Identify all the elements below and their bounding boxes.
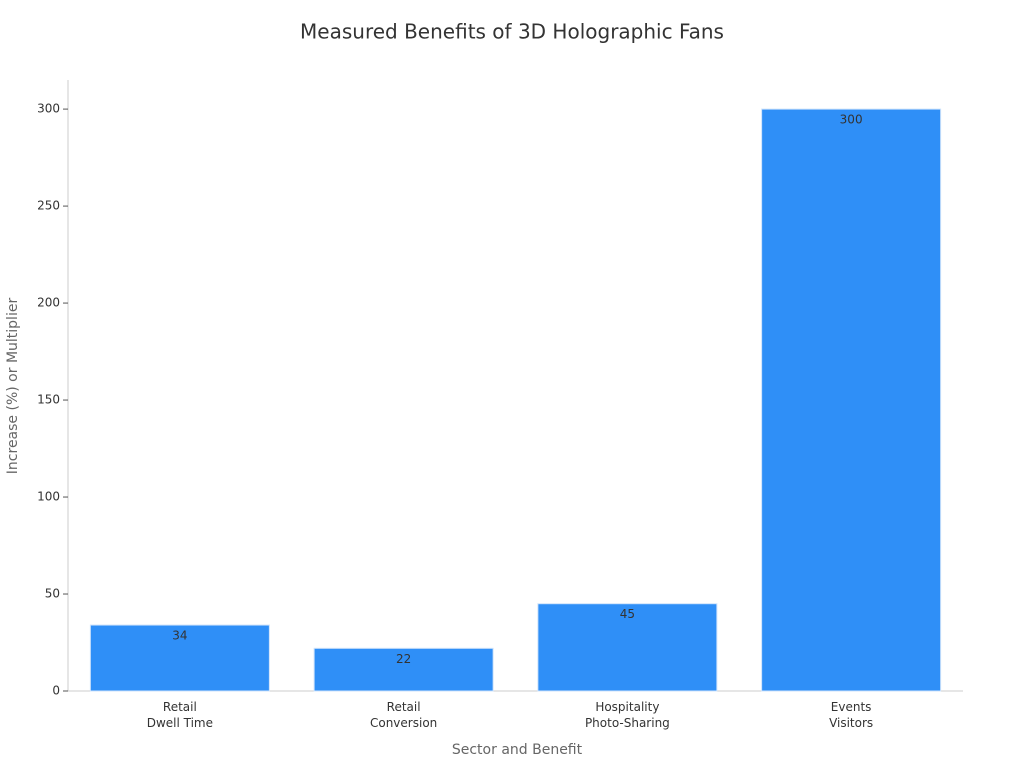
y-axis-title: Increase (%) or Multiplier <box>5 298 21 475</box>
y-tick-label: 50 <box>45 587 60 601</box>
y-tick-label: 250 <box>37 199 60 213</box>
y-tick-label: 0 <box>52 684 60 698</box>
x-axis-title: Sector and Benefit <box>452 742 583 758</box>
data-label: 34 <box>172 629 187 643</box>
x-tick-label-line: Photo-Sharing <box>585 716 670 730</box>
x-tick-label: Retail Conversion <box>370 700 437 730</box>
y-tick-label: 150 <box>37 393 60 407</box>
data-label: 45 <box>620 607 635 621</box>
y-tick-label: 100 <box>37 490 60 504</box>
x-tick-label-line: Retail <box>163 700 197 714</box>
x-tick-label: Events Visitors <box>829 700 873 730</box>
x-tick-label-line: Dwell Time <box>147 716 213 730</box>
x-tick-label-line: Retail <box>387 700 421 714</box>
data-label: 300 <box>840 113 863 127</box>
x-tick-label: Retail Dwell Time <box>147 700 213 730</box>
bar <box>537 603 718 692</box>
bar <box>89 624 270 692</box>
chart-title: Measured Benefits of 3D Holographic Fans <box>300 20 724 44</box>
x-tick-label-line: Events <box>831 700 872 714</box>
x-tick-label: Hospitality Photo-Sharing <box>585 700 670 730</box>
bar <box>761 108 942 692</box>
y-tick-label: 300 <box>37 102 60 116</box>
x-tick-label-line: Hospitality <box>595 700 659 714</box>
data-label: 22 <box>396 652 411 666</box>
y-tick-label: 200 <box>37 296 60 310</box>
x-tick-label-line: Visitors <box>829 716 873 730</box>
x-tick-label-line: Conversion <box>370 716 437 730</box>
bar <box>313 647 494 692</box>
